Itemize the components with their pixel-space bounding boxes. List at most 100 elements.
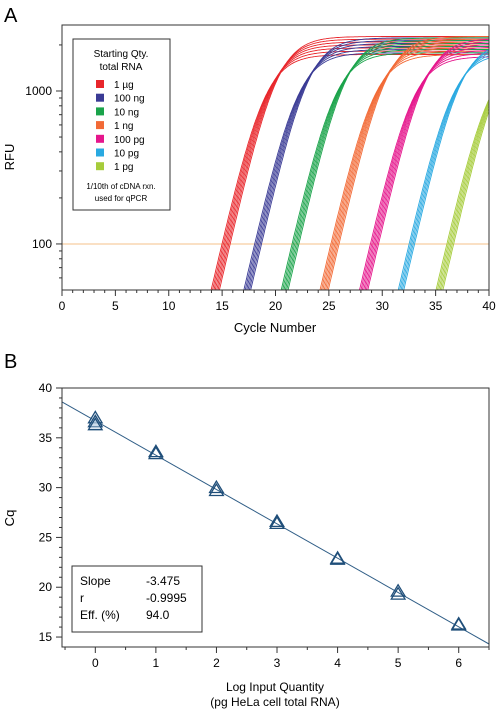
x-tick-label-a-25: 25 (322, 299, 336, 313)
x-tick-label-a-15: 15 (215, 299, 229, 313)
legend-label-7: 1 pg (114, 162, 133, 173)
x-tick-label-b-1: 1 (153, 656, 160, 670)
curve-2-replicate-5 (248, 40, 489, 290)
x-tick-label-b-3: 3 (274, 656, 281, 670)
y-tick-label-b-35: 35 (39, 431, 53, 445)
curve-5-replicate-4 (363, 47, 489, 290)
y-tick-label-b-30: 30 (39, 481, 53, 495)
legend-footnote-line-2: used for qPCR (95, 194, 148, 203)
x-tick-label-a-35: 35 (429, 299, 443, 313)
curve-7-replicate-3 (438, 102, 489, 290)
stats-box: Slope -3.475 r -0.9995 Eff. (%) 94.0 (71, 565, 203, 633)
y-tick-label-b-25: 25 (39, 530, 53, 544)
curve-6-replicate-3 (400, 52, 489, 290)
panel-a-label: A (4, 5, 18, 27)
x-axis-label-b-line-1: Log Input Quantity (226, 680, 324, 694)
stats-box-frame (71, 565, 203, 633)
legend-title-line-2: total RNA (100, 62, 143, 73)
stats-label-2: r (80, 591, 84, 605)
curve-3-replicate-6 (287, 37, 489, 290)
x-tick-label-a-20: 20 (269, 299, 283, 313)
curve-7-replicate-6 (442, 110, 489, 290)
stats-value-1: -3.475 (146, 574, 180, 588)
curve-7-replicate-2 (436, 100, 489, 290)
legend-label-3: 10 ng (114, 107, 139, 118)
curve-3-replicate-5 (286, 40, 489, 290)
y-tick-label-b-20: 20 (39, 580, 53, 594)
curve-4-replicate-2 (320, 50, 489, 290)
curve-5-replicate-7 (367, 38, 489, 290)
curve-1-replicate-5 (216, 41, 489, 290)
legend-label-2: 100 ng (114, 94, 145, 105)
x-tick-label-a-5: 5 (112, 299, 119, 313)
legend-box (72, 38, 171, 211)
curve-3-replicate-2 (282, 49, 489, 290)
curve-4-replicate-4 (323, 44, 489, 290)
x-tick-label-b-2: 2 (213, 656, 220, 670)
data-point-x6-rep-2 (450, 617, 467, 631)
stats-value-2: -0.9995 (146, 591, 187, 605)
legend-swatch-2 (96, 93, 104, 102)
fit-line (62, 401, 489, 645)
standard-curve-points (87, 410, 467, 631)
legend-footnote-line-1: 1/10th of cDNA rxn. (86, 182, 155, 191)
legend-swatch-7 (96, 162, 104, 171)
legend-label-1: 1 µg (114, 80, 134, 91)
x-axis-label-a: Cycle Number (234, 320, 317, 335)
legend-title-line-1: Starting Qty. (94, 49, 149, 60)
curve-2-replicate-3 (246, 45, 489, 290)
curve-1-replicate-4 (214, 44, 489, 290)
x-tick-label-a-40: 40 (482, 299, 496, 313)
legend-swatch-4 (96, 121, 104, 130)
curve-2-replicate-4 (247, 42, 489, 290)
curve-6-replicate-5 (403, 49, 489, 290)
curve-4-replicate-7 (327, 36, 489, 290)
legend-swatch-1 (96, 80, 104, 88)
stats-value-3: 94.0 (146, 608, 170, 622)
stats-label-1: Slope (80, 574, 111, 588)
data-point-x0-rep-3 (87, 417, 104, 431)
legend-swatch-6 (96, 148, 104, 157)
data-point-x5-rep-1 (390, 583, 407, 597)
stats-label-3: Eff. (%) (80, 608, 120, 622)
data-point-x3-rep-1 (269, 513, 285, 528)
legend-label-6: 10 pg (114, 149, 139, 160)
panel-a: A 0 5 10 15 20 25 30 35 40 100 1000 Cycle Number R… (2, 5, 496, 335)
curve-4-replicate-5 (324, 41, 489, 290)
x-tick-label-b-5: 5 (395, 656, 402, 670)
data-point-x1-rep-1 (147, 444, 164, 458)
data-point-x4-rep-2 (329, 551, 346, 565)
y-axis-label-a: RFU (2, 144, 17, 171)
x-tick-label-a-30: 30 (376, 299, 390, 313)
curve-4-replicate-6 (326, 38, 489, 290)
x-tick-label-b-6: 6 (455, 656, 462, 670)
curve-2-replicate-6 (250, 37, 489, 290)
curve-1-replicate-7 (218, 36, 489, 290)
y-tick-label-b-40: 40 (39, 381, 53, 395)
curve-1-replicate-6 (217, 38, 489, 290)
panel-b-label: B (4, 351, 17, 373)
data-point-x3-rep-2 (269, 515, 285, 530)
curve-5-replicate-5 (364, 44, 489, 290)
panel-b: B 0 1 2 3 4 5 6 15 20 25 30 35 40 Log Input Quantity… (2, 351, 490, 709)
data-point-x2-rep-1 (208, 479, 225, 494)
data-point-x2-rep-2 (208, 482, 225, 497)
curve-7-replicate-4 (439, 105, 489, 290)
x-axis-label-b-line-2: (pg HeLa cell total RNA) (210, 695, 339, 709)
x-tick-label-a-0: 0 (59, 299, 66, 313)
y-axis-label-b: Cq (2, 510, 17, 527)
data-point-x1-rep-2 (147, 445, 164, 460)
x-tick-label-b-0: 0 (92, 656, 99, 670)
curve-3-replicate-4 (284, 42, 489, 290)
curve-7-replicate-5 (441, 107, 489, 290)
x-tick-label-b-4: 4 (334, 656, 341, 670)
curve-4-replicate-1 (319, 54, 489, 290)
data-point-x5-rep-2 (390, 586, 407, 600)
legend-swatch-3 (96, 107, 104, 116)
curve-1-replicate-2 (211, 50, 489, 290)
y-tick-label-b-15: 15 (39, 630, 53, 644)
amplification-curves (210, 36, 489, 290)
curve-5-replicate-6 (365, 41, 489, 290)
curve-6-replicate-1 (397, 57, 489, 290)
